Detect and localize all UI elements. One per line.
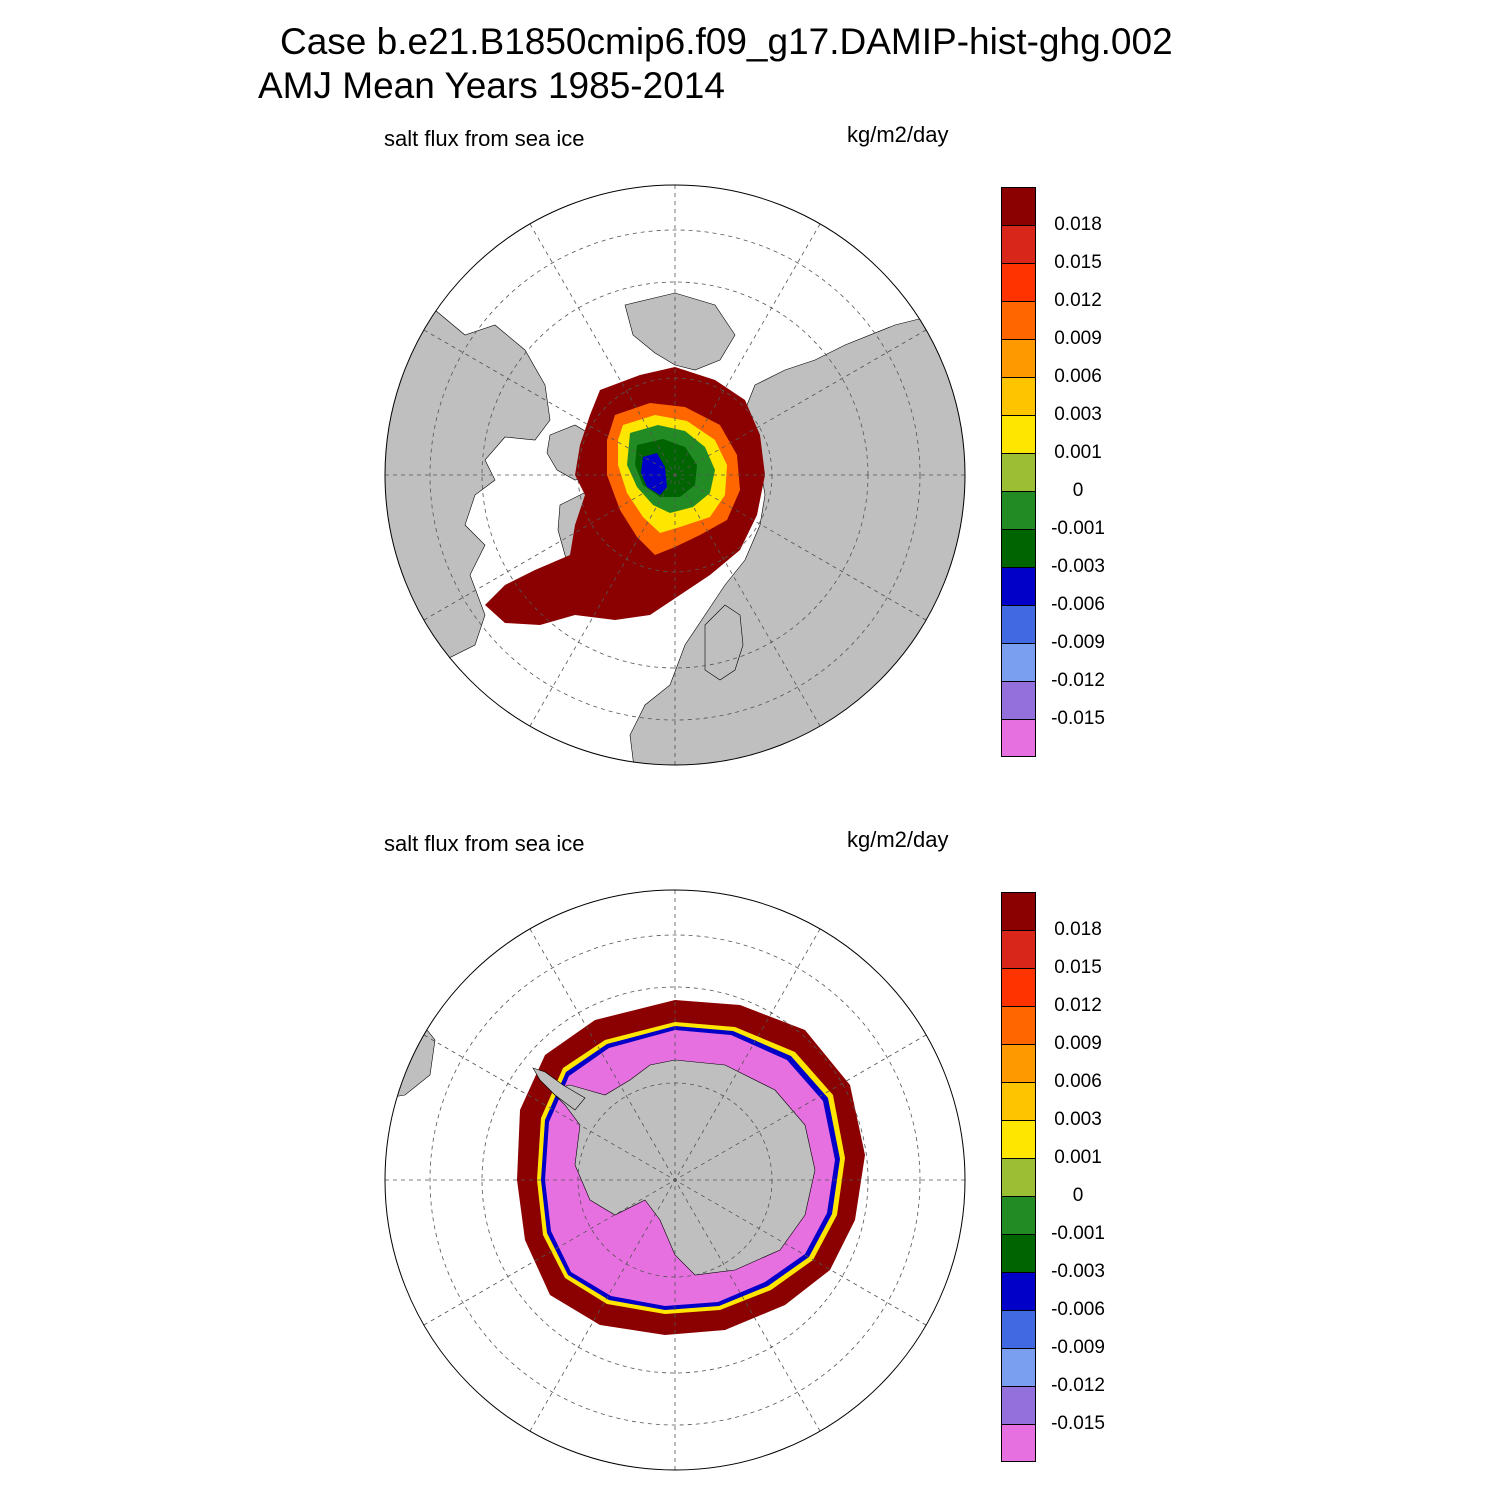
figure-title-period: AMJ Mean Years 1985-2014 bbox=[258, 65, 725, 106]
north-map-border bbox=[384, 184, 966, 766]
north-panel-units-label: kg/m2/day bbox=[847, 122, 949, 147]
south-colorbar-tick-label: -0.012 bbox=[1051, 1375, 1105, 1396]
north-colorbar-tick-label: 0.018 bbox=[1054, 214, 1102, 235]
south-colorbar-tick-label: 0.015 bbox=[1054, 957, 1102, 978]
south-colorbar-tick-label: -0.009 bbox=[1051, 1337, 1105, 1358]
south-colorbar-box bbox=[1001, 930, 1036, 968]
north-colorbar-tick-label: 0.012 bbox=[1054, 290, 1102, 311]
north-land-alaska-siberia-top bbox=[624, 292, 736, 371]
north-colorbar-box bbox=[1001, 377, 1036, 415]
south-colorbar-tick-label: 0 bbox=[1072, 1185, 1084, 1206]
south-colorbar-tick-label: 0.009 bbox=[1054, 1033, 1102, 1054]
north-colorbar-box bbox=[1001, 263, 1036, 301]
south-polar-map bbox=[384, 889, 966, 1471]
north-colorbar-tick-label: 0.006 bbox=[1054, 366, 1102, 387]
south-panel-units-label: kg/m2/day bbox=[847, 827, 949, 852]
north-colorbar-tick-label: 0.003 bbox=[1054, 404, 1102, 425]
figure-title-case: Case b.e21.B1850cmip6.f09_g17.DAMIP-hist… bbox=[280, 21, 1173, 62]
north-polar-map bbox=[384, 184, 966, 766]
south-panel-variable-label: salt flux from sea ice bbox=[384, 831, 585, 856]
north-colorbar-tick-label: -0.009 bbox=[1051, 632, 1105, 653]
north-colorbar-box bbox=[1001, 301, 1036, 339]
north-graticule bbox=[385, 185, 965, 765]
south-colorbar-tick-label: -0.015 bbox=[1051, 1413, 1105, 1434]
south-colorbar-box bbox=[1001, 1196, 1036, 1234]
north-colorbar-tick-label: 0.015 bbox=[1054, 252, 1102, 273]
south-colorbar-box bbox=[1001, 1120, 1036, 1158]
south-colorbar bbox=[1001, 892, 1036, 1462]
north-ice-band-blue bbox=[641, 453, 667, 495]
south-colorbar-box bbox=[1001, 1310, 1036, 1348]
north-colorbar-box bbox=[1001, 491, 1036, 529]
south-colorbar-tick-label: 0.006 bbox=[1054, 1071, 1102, 1092]
south-colorbar-box bbox=[1001, 1044, 1036, 1082]
south-colorbar-box bbox=[1001, 1386, 1036, 1424]
south-land-antarctic-peninsula bbox=[532, 1067, 586, 1111]
south-colorbar-box bbox=[1001, 892, 1036, 930]
south-map-border bbox=[384, 889, 966, 1471]
south-colorbar-tick-label: -0.001 bbox=[1051, 1223, 1105, 1244]
north-colorbar-tick-label: -0.003 bbox=[1051, 556, 1105, 577]
north-colorbar-box bbox=[1001, 529, 1036, 567]
south-colorbar-tick-label: -0.006 bbox=[1051, 1299, 1105, 1320]
north-colorbar-box bbox=[1001, 719, 1036, 757]
south-colorbar-tick-label: -0.003 bbox=[1051, 1261, 1105, 1282]
south-colorbar-box bbox=[1001, 968, 1036, 1006]
north-colorbar bbox=[1001, 187, 1036, 757]
north-land-scandinavia bbox=[704, 604, 744, 681]
south-colorbar-box bbox=[1001, 1082, 1036, 1120]
south-colorbar-tick-label: 0.003 bbox=[1054, 1109, 1102, 1130]
north-colorbar-box bbox=[1001, 225, 1036, 263]
south-colorbar-tick-label: 0.018 bbox=[1054, 919, 1102, 940]
north-colorbar-tick-label: -0.012 bbox=[1051, 670, 1105, 691]
north-colorbar-box bbox=[1001, 605, 1036, 643]
north-colorbar-box bbox=[1001, 187, 1036, 225]
north-colorbar-tick-label: -0.001 bbox=[1051, 518, 1105, 539]
north-colorbar-tick-label: -0.006 bbox=[1051, 594, 1105, 615]
north-panel-variable-label: salt flux from sea ice bbox=[384, 126, 585, 151]
south-colorbar-box bbox=[1001, 1006, 1036, 1044]
south-graticule bbox=[385, 890, 965, 1470]
north-colorbar-box bbox=[1001, 415, 1036, 453]
south-colorbar-box bbox=[1001, 1234, 1036, 1272]
north-colorbar-box bbox=[1001, 643, 1036, 681]
north-colorbar-tick-label: 0 bbox=[1072, 480, 1084, 501]
south-colorbar-tick-label: 0.001 bbox=[1054, 1147, 1102, 1168]
north-colorbar-box bbox=[1001, 339, 1036, 377]
north-colorbar-box bbox=[1001, 453, 1036, 491]
south-colorbar-tick-label: 0.012 bbox=[1054, 995, 1102, 1016]
south-colorbar-box bbox=[1001, 1424, 1036, 1462]
north-colorbar-tick-label: 0.001 bbox=[1054, 442, 1102, 463]
south-colorbar-box bbox=[1001, 1272, 1036, 1310]
south-colorbar-box bbox=[1001, 1158, 1036, 1196]
north-colorbar-tick-label: -0.015 bbox=[1051, 708, 1105, 729]
south-colorbar-box bbox=[1001, 1348, 1036, 1386]
north-colorbar-tick-label: 0.009 bbox=[1054, 328, 1102, 349]
north-colorbar-box bbox=[1001, 567, 1036, 605]
north-colorbar-box bbox=[1001, 681, 1036, 719]
